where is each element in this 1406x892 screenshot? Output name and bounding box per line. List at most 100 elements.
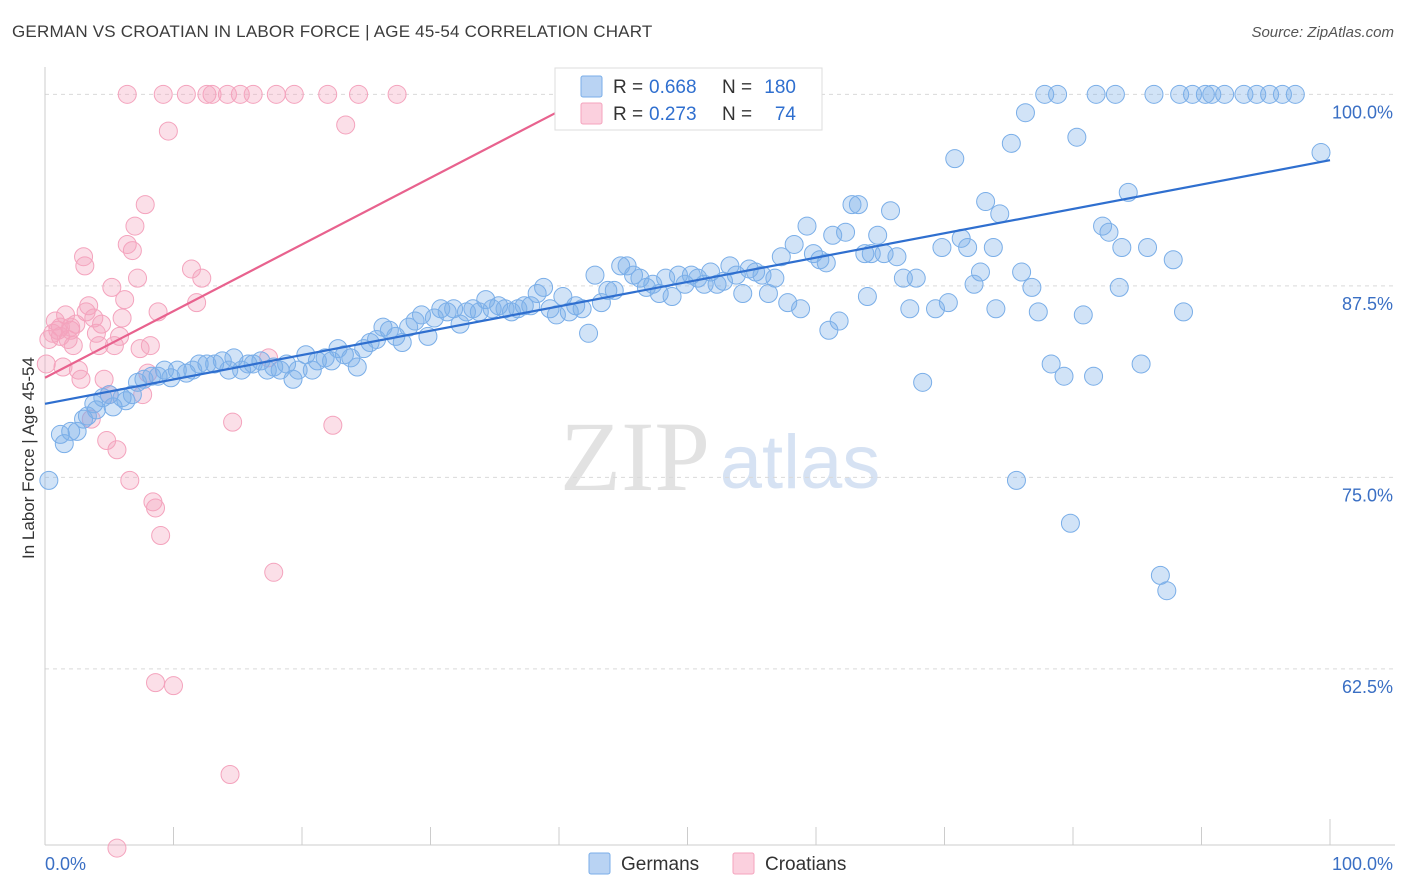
german-point-44	[322, 351, 342, 371]
german-point-3	[61, 421, 81, 441]
german-point-47	[341, 348, 361, 368]
axes	[44, 67, 1395, 846]
croatian-point-19	[84, 308, 104, 328]
legend-r-value-croatians: 0.273	[649, 104, 697, 125]
croatian-point-32	[117, 234, 137, 254]
german-point-118	[797, 216, 817, 236]
german-point-189	[819, 320, 839, 340]
german-point-174	[1195, 84, 1215, 104]
german-point-135	[906, 268, 926, 288]
croatian-point-26	[102, 277, 122, 297]
german-point-116	[784, 234, 804, 254]
croatian-point-20	[86, 323, 106, 343]
german-point-68	[476, 290, 496, 310]
german-point-48	[347, 357, 367, 377]
german-point-38	[283, 369, 303, 389]
croatian-point-34	[122, 241, 142, 261]
german-point-111	[752, 265, 772, 285]
croatian-point-68	[146, 673, 166, 693]
croatian-point-33	[120, 470, 140, 490]
german-point-39	[288, 360, 308, 380]
german-point-156	[1054, 366, 1074, 386]
croatian-trend-line	[44, 110, 560, 379]
german-point-144	[970, 262, 990, 282]
german-point-1	[50, 424, 70, 444]
croatian-point-47	[158, 121, 178, 141]
y-axis-label: In Labor Force | Age 45-54	[19, 357, 38, 559]
german-point-164	[1112, 238, 1132, 258]
croatian-point-45	[151, 526, 171, 546]
german-point-155	[1048, 84, 1068, 104]
legend-swatch-germans	[580, 75, 603, 98]
german-point-83	[572, 299, 592, 319]
trend-lines	[44, 110, 1331, 405]
german-point-58	[412, 305, 432, 325]
croatian-point-72	[50, 317, 70, 337]
german-point-157	[1060, 513, 1080, 533]
croatian-point-46	[153, 84, 173, 104]
german-point-186	[1012, 262, 1032, 282]
german-point-170	[1157, 581, 1177, 601]
german-point-125	[842, 195, 862, 215]
german-point-140	[945, 149, 965, 169]
german-point-167	[1138, 238, 1158, 258]
croatian-point-41	[140, 336, 160, 356]
german-trend-line	[44, 159, 1331, 405]
chart-source: Source: ZipAtlas.com	[1251, 24, 1394, 41]
croatian-point-62	[284, 84, 304, 104]
german-point-90	[617, 256, 637, 276]
legend-bottom-swatch-germans	[588, 852, 611, 875]
german-point-129	[868, 225, 888, 245]
legend-n-value-germans: 180	[764, 77, 796, 98]
croatian-point-73	[61, 320, 81, 340]
legend-stats: R = 0.668 N = 180 R = 0.273 N = 74	[554, 67, 823, 131]
german-point-148	[1001, 133, 1021, 153]
y-tick-label-0: 62.5%	[1342, 677, 1393, 697]
german-point-138	[932, 238, 952, 258]
german-point-92	[630, 268, 650, 288]
croatian-point-53	[197, 84, 217, 104]
croatian-point-54	[202, 84, 222, 104]
croatian-point-66	[349, 84, 369, 104]
german-point-187	[986, 299, 1006, 319]
german-point-17	[142, 366, 162, 386]
german-point-29	[224, 348, 244, 368]
croatian-point-52	[192, 268, 212, 288]
german-point-181	[1285, 84, 1305, 104]
croatian-point-43	[146, 498, 166, 518]
grid-lines	[45, 93, 1395, 670]
german-point-184	[1109, 277, 1129, 297]
legend-swatch-croatians	[580, 102, 603, 125]
croatian-point-64	[323, 415, 343, 435]
german-point-113	[765, 268, 785, 288]
legend-bottom-label-croatians: Croatians	[765, 854, 846, 875]
croatian-point-35	[125, 216, 145, 236]
german-point-182	[1311, 143, 1331, 163]
croatian-point-61	[266, 84, 286, 104]
german-point-183	[1084, 366, 1104, 386]
legend-r-label-croatians: R =	[613, 104, 643, 125]
data-points	[36, 84, 1331, 858]
german-point-84	[579, 323, 599, 343]
german-point-172	[1174, 302, 1194, 322]
german-point-77	[534, 277, 554, 297]
german-point-24	[189, 354, 209, 374]
croatian-point-39	[135, 195, 155, 215]
german-point-176	[1215, 84, 1235, 104]
german-point-163	[1105, 84, 1125, 104]
german-point-166	[1131, 354, 1151, 374]
x-tick-label-0: 0.0%	[45, 854, 86, 874]
croatian-point-13	[71, 369, 91, 389]
legend-r-value-germans: 0.668	[649, 77, 697, 98]
german-point-145	[976, 192, 996, 212]
legend-series: Germans Croatians	[588, 852, 846, 875]
german-point-162	[1099, 222, 1119, 242]
german-point-139	[938, 293, 958, 313]
german-point-131	[881, 201, 901, 221]
german-point-14	[122, 385, 142, 405]
x-tick-label-1: 100.0%	[1332, 854, 1393, 874]
croatian-point-36	[128, 268, 148, 288]
croatian-point-15	[75, 256, 95, 276]
watermark-atlas: atlas	[720, 420, 881, 505]
croatian-point-6	[53, 357, 73, 377]
